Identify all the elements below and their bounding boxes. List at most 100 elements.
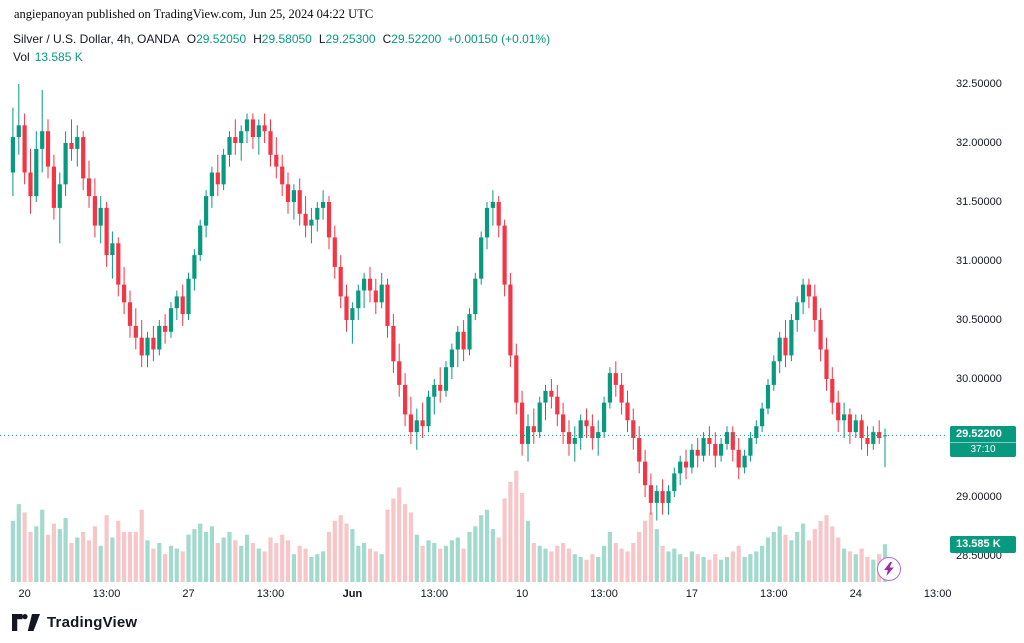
candle-body xyxy=(426,396,431,427)
candle-body xyxy=(391,325,396,362)
volume-bar xyxy=(244,534,250,582)
volume-bar xyxy=(45,534,51,582)
volume-bar xyxy=(619,548,624,582)
volume-bar xyxy=(338,515,343,582)
candle-body xyxy=(502,225,507,285)
volume-bar xyxy=(174,548,179,582)
volume-bar xyxy=(414,534,419,582)
candle-body xyxy=(806,284,811,297)
volume-bar xyxy=(496,537,501,582)
volume-bar xyxy=(69,543,74,582)
volume-bar xyxy=(426,540,431,582)
candle-body xyxy=(836,402,841,421)
candle-body xyxy=(490,202,495,208)
symbol-title[interactable]: Silver / U.S. Dollar, 4h, OANDA xyxy=(13,32,180,46)
candle-body xyxy=(713,443,718,456)
volume-bar xyxy=(180,551,185,582)
candle-body xyxy=(853,420,858,433)
volume-bar xyxy=(537,545,542,582)
volume-bar xyxy=(403,504,408,582)
volume-bar xyxy=(490,529,495,582)
chart-legend: Silver / U.S. Dollar, 4h, OANDA O29.52050… xyxy=(13,32,550,46)
high-value: 29.58050 xyxy=(261,32,312,46)
volume-bar xyxy=(432,543,437,582)
candle-body xyxy=(865,438,870,444)
candle-body xyxy=(40,131,45,149)
volume-bar xyxy=(514,470,519,582)
volume-legend: Vol 13.585 K xyxy=(13,50,83,64)
candle-body xyxy=(16,125,21,138)
volume-bar xyxy=(350,529,355,582)
volume-bar xyxy=(309,557,314,582)
volume-bar xyxy=(227,531,232,582)
candle-body xyxy=(602,402,607,433)
candle-body xyxy=(268,131,273,155)
volume-bar xyxy=(584,559,589,582)
flash-button[interactable] xyxy=(877,557,901,581)
candle-body xyxy=(362,278,367,291)
volume-bar xyxy=(683,557,689,582)
volume-bar xyxy=(385,509,390,582)
volume-bar xyxy=(461,548,466,582)
candle-body xyxy=(537,402,542,433)
volume-bar xyxy=(502,498,507,582)
footer-brand[interactable]: TradingView xyxy=(12,614,137,631)
candle-body xyxy=(69,143,74,149)
volume-bar xyxy=(543,548,548,582)
volume-bar xyxy=(204,531,209,582)
candle-body xyxy=(233,137,238,143)
candle-body xyxy=(104,207,109,256)
volume-bar xyxy=(484,509,490,582)
candle-body xyxy=(432,384,437,397)
candle-body xyxy=(250,119,255,138)
candle-body xyxy=(783,337,788,356)
volume-bar xyxy=(443,545,449,582)
volume-bar xyxy=(104,515,109,582)
volume-bar xyxy=(660,545,665,582)
volume-bar xyxy=(285,540,291,582)
volume-bar xyxy=(742,557,747,582)
candle-body xyxy=(338,266,343,297)
candlestick-chart[interactable] xyxy=(0,70,948,585)
volume-bar xyxy=(520,493,525,582)
volume-bar xyxy=(865,557,870,582)
price-tick: 29.00000 xyxy=(956,491,1002,503)
candle-body xyxy=(139,337,144,356)
candle-body xyxy=(397,361,402,385)
volume-bar xyxy=(777,526,782,582)
candle-body xyxy=(643,461,648,486)
candle-body xyxy=(239,131,244,143)
volume-bar xyxy=(467,531,472,582)
volume-bar xyxy=(806,540,811,582)
candle-body xyxy=(619,384,624,403)
time-tick: 13:00 xyxy=(420,588,449,600)
time-axis[interactable]: 20 13:00 27 13:00 Jun 13:00 10 13:00 17 13:00 24 13… xyxy=(0,586,952,606)
volume-bar xyxy=(602,545,607,582)
candle-body xyxy=(689,449,694,468)
volume-bar xyxy=(765,537,771,582)
volume-bar xyxy=(274,543,279,582)
volume-value: 13.585 K xyxy=(34,50,83,64)
last-price-value: 29.52200 xyxy=(956,428,1002,441)
volume-bar xyxy=(262,551,267,582)
candle-body xyxy=(22,125,27,173)
close-label: C xyxy=(382,32,392,46)
volume-bar xyxy=(549,551,554,582)
change-value: +0.00150 (+0.01%) xyxy=(447,32,551,46)
volume-bar xyxy=(578,557,583,582)
volume-bar xyxy=(596,557,601,582)
candle-body xyxy=(473,278,478,315)
volume-axis-badge: 13.585 K xyxy=(950,536,1016,554)
volume-bar xyxy=(455,537,460,582)
volume-bar xyxy=(81,531,86,582)
candle-body xyxy=(730,432,735,450)
candle-body xyxy=(479,237,484,279)
volume-bar xyxy=(701,557,706,582)
candle-body xyxy=(672,473,677,492)
candle-body xyxy=(625,402,630,421)
candle-body xyxy=(350,308,355,320)
candle-body xyxy=(420,420,425,427)
candle-body xyxy=(584,420,589,427)
volume-bar xyxy=(479,515,484,582)
volume-bar xyxy=(397,487,402,582)
